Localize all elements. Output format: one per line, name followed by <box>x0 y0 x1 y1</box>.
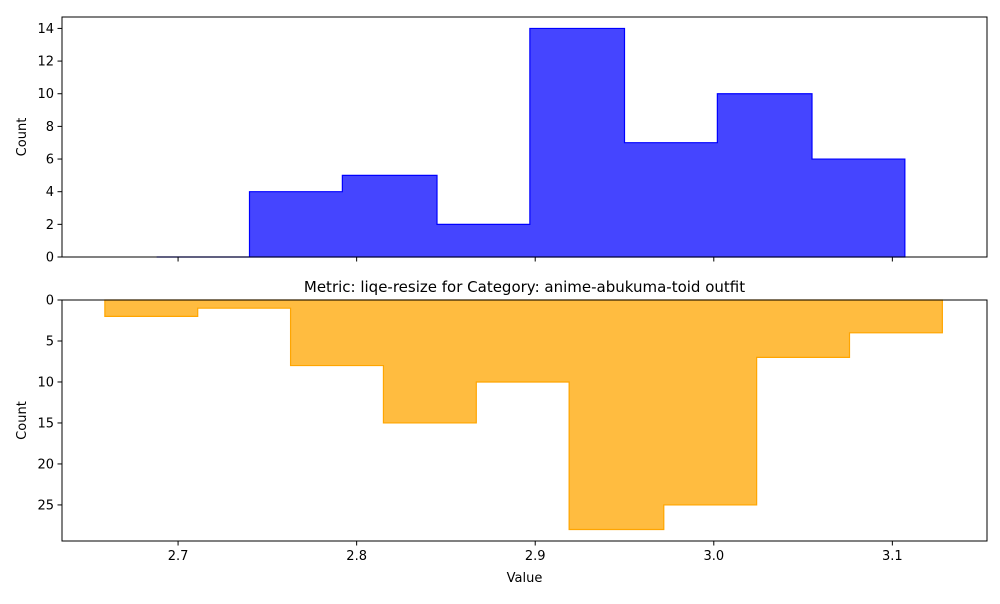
y-tick-label: 6 <box>46 153 54 168</box>
chart-title: Metric: liqe-resize for Category: anime-… <box>304 278 745 296</box>
y-tick-label: 0 <box>46 251 54 266</box>
y-tick-label: 12 <box>37 55 54 70</box>
y-axis-label: Count <box>15 118 30 157</box>
y-tick-label: 10 <box>37 375 54 390</box>
axes-frame <box>61 16 988 258</box>
y-tick-label: 2 <box>46 218 54 233</box>
y-tick-label: 15 <box>37 416 54 431</box>
y-axis-label: Count <box>15 401 30 440</box>
x-axis-label: Value <box>507 571 543 586</box>
x-tick-label: 2.9 <box>525 549 546 564</box>
x-tick-label: 3.0 <box>703 549 724 564</box>
y-tick-label: 25 <box>37 498 54 513</box>
histogram-fill <box>104 299 943 531</box>
y-tick-label: 14 <box>37 22 54 37</box>
x-tick-label: 3.1 <box>882 549 903 564</box>
histogram-fill <box>156 27 906 258</box>
y-tick-label: 20 <box>37 457 54 472</box>
y-tick-label: 8 <box>46 120 54 135</box>
y-tick-label: 10 <box>37 87 54 102</box>
y-tick-label: 5 <box>46 334 54 349</box>
subplot-2: 2.7 2.8 2.9 3.0 3.1 0 5 10 15 20 25 Count Value Metri… <box>15 278 988 586</box>
x-tick-label: 2.7 <box>168 549 189 564</box>
x-tick-label: 2.8 <box>346 549 367 564</box>
subplot-1: 0 2 4 6 8 10 12 14 Count <box>15 16 988 266</box>
y-tick-label: 0 <box>46 294 54 309</box>
axes-frame <box>61 299 988 542</box>
y-tick-label: 4 <box>46 185 54 200</box>
